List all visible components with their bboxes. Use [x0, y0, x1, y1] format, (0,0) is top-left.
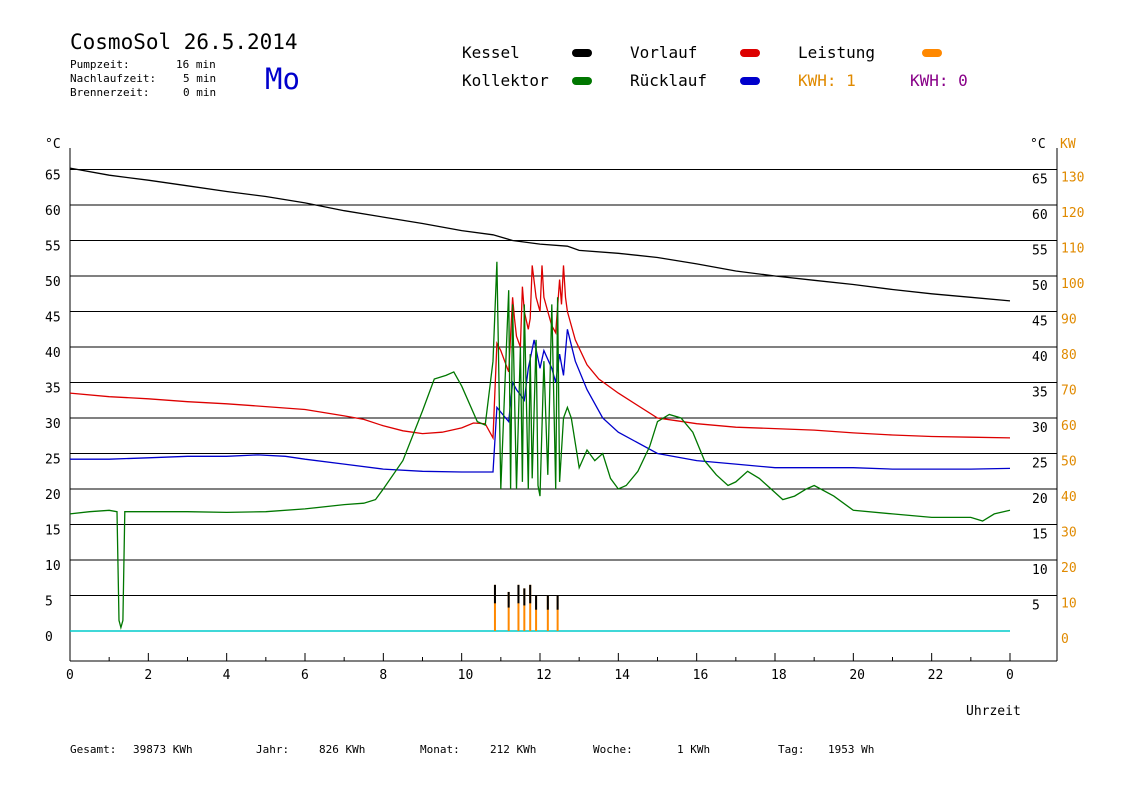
y2-tick-label: 40 — [1061, 490, 1077, 505]
pumpzeit-value: 16 min — [176, 58, 216, 71]
pumpzeit-label: Pumpzeit: — [70, 58, 130, 71]
series-lines — [69, 167, 1011, 632]
y2-tick-label: 70 — [1061, 384, 1077, 399]
total-gesamt-label: Gesamt: — [70, 743, 117, 756]
x-tick-label: 14 — [614, 668, 630, 683]
y-tick-label: 35 — [45, 382, 61, 397]
y2-tick-label: 90 — [1061, 313, 1077, 328]
y2-tick-label: 30 — [1061, 526, 1077, 541]
y-tick-label-right: 30 — [1032, 421, 1048, 436]
total-monat-value: 212 KWh — [490, 743, 537, 756]
y-tick-label-right: 5 — [1032, 599, 1040, 614]
y-tick-label-right: 55 — [1032, 244, 1048, 259]
y-tick-label: 25 — [45, 453, 61, 468]
y-tick-label: 30 — [45, 417, 61, 432]
total-jahr-value: 826 KWh — [319, 743, 366, 756]
legend-kwh-2: KWH: 0 — [910, 71, 968, 90]
brennerzeit-value: 0 min — [183, 86, 217, 99]
series-line-vorlauf — [69, 265, 1011, 441]
x-tick-label: 18 — [771, 668, 787, 683]
total-tag-label: Tag: — [778, 743, 805, 756]
y-tick-label: 55 — [45, 240, 61, 255]
y2-axis-label: KW — [1060, 137, 1076, 152]
legend-kollektor-label: Kollektor — [462, 71, 549, 90]
weekday-label: Mo — [265, 62, 300, 96]
legend-kessel-swatch — [572, 49, 592, 57]
x-tick-label: 12 — [536, 668, 552, 683]
x-tick-label: 4 — [223, 668, 231, 683]
total-jahr-label: Jahr: — [256, 743, 290, 756]
y-tick-label: 5 — [45, 595, 53, 610]
total-gesamt-value: 39873 KWh — [133, 743, 193, 756]
y2-tick-label: 10 — [1061, 597, 1077, 612]
legend-leistung-label: Leistung — [798, 43, 876, 62]
x-tick-label: 8 — [379, 668, 387, 683]
legend-kollektor-swatch — [572, 77, 592, 85]
y-tick-label-right: 50 — [1032, 279, 1048, 294]
y-tick-label-right: 35 — [1032, 386, 1048, 401]
legend-ruecklauf-label: Rücklauf — [630, 71, 708, 90]
x-tick-label: 10 — [458, 668, 474, 683]
x-tick-label: 0 — [66, 668, 74, 683]
x-tick-label: 20 — [849, 668, 865, 683]
legend-kwh-1: KWH: 1 — [798, 71, 856, 90]
series-line-kollektor — [69, 261, 1011, 630]
total-woche-value: 1 KWh — [677, 743, 711, 756]
y-tick-label: 20 — [45, 488, 61, 503]
y2-tick-label: 110 — [1061, 242, 1084, 257]
x-tick-label: 0 — [1006, 668, 1014, 683]
series-line-kessel — [69, 167, 1011, 302]
y-tick-label-right: 45 — [1032, 315, 1048, 330]
y2-tick-label: 120 — [1061, 206, 1084, 221]
y2-tick-label: 0 — [1061, 632, 1069, 647]
y-tick-label-right: 40 — [1032, 350, 1048, 365]
y-tick-label: 65 — [45, 169, 61, 184]
y-tick-label-right: 10 — [1032, 563, 1048, 578]
legend-ruecklauf-swatch — [740, 77, 760, 85]
legend-vorlauf-swatch — [740, 49, 760, 57]
nachlaufzeit-label: Nachlaufzeit: — [70, 72, 157, 85]
y-tick-label: 0 — [45, 630, 53, 645]
total-woche-label: Woche: — [593, 743, 633, 756]
y-tick-label: 60 — [45, 204, 61, 219]
y-tick-label-right: 20 — [1032, 492, 1048, 507]
legend-vorlauf-label: Vorlauf — [630, 43, 698, 62]
grid-lines — [70, 169, 1057, 596]
legend-kessel-label: Kessel — [462, 43, 520, 62]
chart-title: CosmoSol 26.5.2014 — [70, 30, 298, 54]
y2-tick-label: 60 — [1061, 419, 1077, 434]
y-tick-label-right: 65 — [1032, 173, 1048, 188]
y-tick-label: 10 — [45, 559, 61, 574]
y2-tick-label: 20 — [1061, 561, 1077, 576]
total-tag-value: 1953 Wh — [828, 743, 875, 756]
y-tick-label-right: 15 — [1032, 528, 1048, 543]
x-tick-label: 6 — [301, 668, 309, 683]
x-axis-label: Uhrzeit — [966, 704, 1021, 719]
y2-tick-label: 100 — [1061, 277, 1084, 292]
y-axis-label-left: °C — [45, 137, 61, 152]
y-tick-label: 40 — [45, 346, 61, 361]
legend-leistung-swatch — [922, 49, 942, 57]
y-tick-label-right: 25 — [1032, 457, 1048, 472]
y-tick-label: 45 — [45, 311, 61, 326]
y-tick-label: 15 — [45, 524, 61, 539]
x-tick-label: 2 — [144, 668, 152, 683]
total-monat-label: Monat: — [420, 743, 460, 756]
y-axis-label-right: °C — [1030, 137, 1046, 152]
y-tick-label: 50 — [45, 275, 61, 290]
x-tick-label: 22 — [928, 668, 944, 683]
y2-tick-label: 130 — [1061, 171, 1084, 186]
nachlaufzeit-value: 5 min — [183, 72, 217, 85]
brennerzeit-label: Brennerzeit: — [70, 86, 150, 99]
y2-tick-label: 50 — [1061, 455, 1077, 470]
y-tick-label-right: 60 — [1032, 208, 1048, 223]
x-tick-label: 16 — [693, 668, 709, 683]
leistung-bars — [493, 584, 559, 631]
y2-tick-label: 80 — [1061, 348, 1077, 363]
series-line-ruecklauf — [70, 329, 1011, 473]
